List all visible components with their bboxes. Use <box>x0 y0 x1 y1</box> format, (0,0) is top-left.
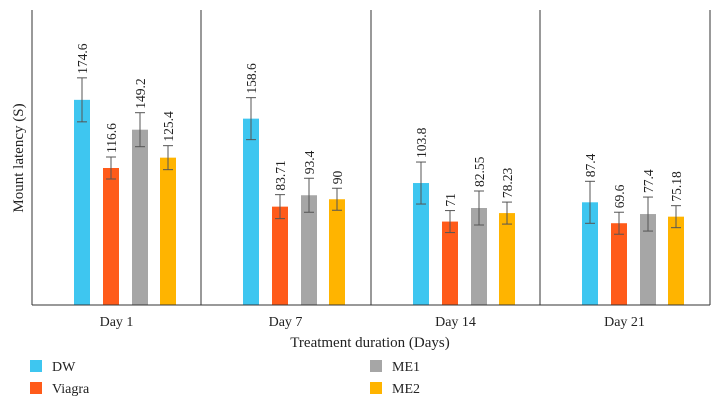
x-tick-labels: Day 1 Day 7 Day 14 Day 21 <box>100 315 645 330</box>
bar-me2-day-21 <box>668 216 684 305</box>
bars-layer: 174.6 116.6 149.2 125.4 158.6 83.71 93.4 90 103.… <box>74 43 684 306</box>
data-label: 103.8 <box>414 127 429 158</box>
x-tick-label: Day 14 <box>435 315 476 330</box>
data-label: 75.18 <box>669 171 684 202</box>
bar-viagra-day-1 <box>103 167 119 305</box>
bar-me1-day-1 <box>132 129 148 305</box>
bar-me1-day-7 <box>301 195 317 305</box>
bar-dw-day-7 <box>243 118 259 306</box>
x-tick-label: Day 7 <box>269 315 303 330</box>
data-label: 71 <box>443 193 458 207</box>
x-tick-label: Day 21 <box>604 315 645 330</box>
legend-label-dw: DW <box>52 360 76 375</box>
bar-viagra-day-14 <box>442 221 458 305</box>
bar-dw-day-1 <box>74 99 90 305</box>
legend-swatch-me2 <box>370 382 382 394</box>
bar-me2-day-1 <box>160 157 176 305</box>
x-tick-label: Day 1 <box>100 315 134 330</box>
bar-dw-day-21 <box>582 202 598 305</box>
data-label: 82.55 <box>472 156 487 187</box>
data-label: 174.6 <box>75 43 90 74</box>
bar-viagra-day-7 <box>272 206 288 305</box>
bar-me1-day-21 <box>640 214 656 305</box>
legend: DW Viagra ME1 ME2 <box>30 360 420 397</box>
data-label: 93.4 <box>302 150 317 174</box>
bar-viagra-day-21 <box>611 223 627 305</box>
data-label: 83.71 <box>273 160 288 190</box>
data-label: 125.4 <box>161 111 176 142</box>
bar-me2-day-14 <box>499 213 515 305</box>
data-label: 78.23 <box>500 167 515 198</box>
legend-label-me2: ME2 <box>392 382 420 397</box>
legend-swatch-dw <box>30 360 42 372</box>
axes-layer <box>31 10 711 306</box>
data-label: 90 <box>330 171 345 185</box>
legend-swatch-viagra <box>30 382 42 394</box>
data-label: 116.6 <box>104 123 119 153</box>
data-label: 87.4 <box>583 153 598 177</box>
x-axis-title: Treatment duration (Days) <box>290 335 449 351</box>
legend-label-viagra: Viagra <box>52 382 90 397</box>
legend-label-me1: ME1 <box>392 360 420 375</box>
legend-swatch-me1 <box>370 360 382 372</box>
bar-me2-day-7 <box>329 199 345 305</box>
bar-me1-day-14 <box>471 208 487 305</box>
data-label: 77.4 <box>641 169 656 193</box>
y-axis-title: Mount latency (S) <box>11 103 27 212</box>
data-label: 158.6 <box>244 63 259 94</box>
bar-dw-day-14 <box>413 183 429 305</box>
data-label: 149.2 <box>133 78 148 108</box>
data-label: 69.6 <box>612 184 627 208</box>
